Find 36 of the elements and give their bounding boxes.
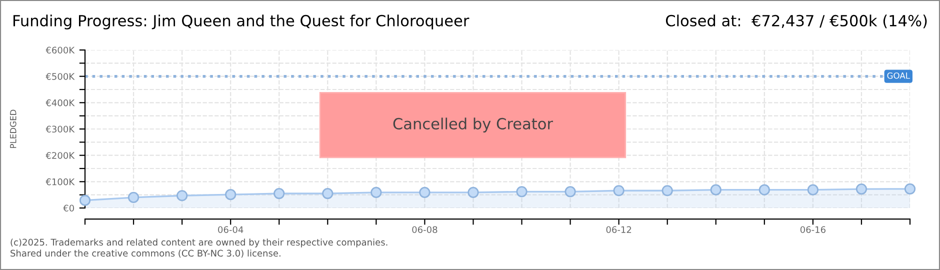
y-tick-label: €300K (46, 126, 75, 133)
annotation: Cancelled by Creator (393, 118, 554, 132)
y-tick-label: €0 (63, 204, 74, 212)
point (856, 183, 868, 195)
x-tick-label: 06-16 (800, 226, 826, 234)
point (128, 192, 140, 204)
point (662, 185, 673, 196)
point (904, 183, 916, 194)
point (370, 186, 382, 198)
point (176, 190, 188, 202)
chart-subtitle: Closed at: €72,437 / €500k (14%) (666, 14, 927, 28)
point (225, 189, 236, 200)
chart-title: Funding Progress: Jim Queen and the Quest for Chloroqueer (14, 14, 470, 30)
y-tick-label: €100K (46, 178, 75, 186)
point (807, 184, 818, 196)
x-tick-label: 06-04 (218, 226, 244, 234)
point (419, 186, 430, 198)
y-tick-label: €500K (46, 73, 75, 80)
point (79, 194, 91, 206)
point (322, 188, 334, 200)
y-tick-label: €400K (46, 99, 75, 106)
text: Shared under the creative commons (CC BY-NC 3.0) license. (10, 250, 280, 258)
point (710, 184, 722, 196)
point (758, 184, 770, 196)
y-tick-label: €200K (46, 152, 75, 159)
point (468, 186, 479, 198)
ref-line-label: GOAL (887, 72, 910, 79)
point (516, 186, 528, 198)
point (613, 185, 624, 196)
x-tick-label: 06-08 (412, 226, 438, 234)
point (564, 186, 576, 198)
y-tick-label: €600K (46, 46, 75, 54)
point (274, 188, 285, 200)
x-tick-label: 06-12 (606, 226, 632, 234)
y-axis-title: PLEDGED (10, 110, 16, 148)
text: (c)2025. Trademarks and related content are owned by their respective companies. (10, 238, 388, 248)
